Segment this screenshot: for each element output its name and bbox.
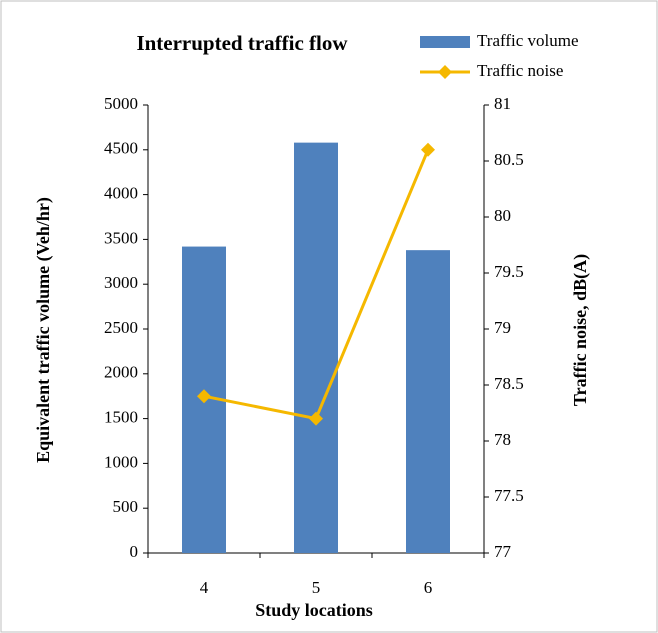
y2-tick-label: 77.5: [494, 486, 524, 505]
legend-marker: [438, 65, 452, 79]
y2-tick-label: 80: [494, 206, 511, 225]
y2-tick-label: 79.5: [494, 262, 524, 281]
y-tick-label: 3500: [104, 228, 138, 247]
y-tick-label: 1500: [104, 408, 138, 427]
y-tick-label: 500: [113, 497, 139, 516]
y-tick-label: 1000: [104, 452, 138, 471]
bar: [294, 142, 338, 553]
bar: [406, 250, 450, 554]
y2-tick-label: 77: [494, 542, 512, 561]
y-tick-label: 3000: [104, 273, 138, 292]
y2-tick-label: 78: [494, 430, 511, 449]
legend-label: Traffic volume: [477, 31, 579, 50]
y-tick-label: 5000: [104, 94, 138, 113]
y-tick-label: 4000: [104, 184, 138, 203]
marker: [421, 142, 435, 157]
y2-tick-label: 80.5: [494, 150, 524, 169]
y2-axis-label: Traffic noise, dB(A): [570, 254, 591, 406]
x-tick-label: 5: [312, 578, 321, 597]
x-axis-label: Study locations: [255, 600, 373, 620]
y-tick-label: 2000: [104, 363, 138, 382]
legend-swatch: [420, 36, 470, 48]
marker: [309, 411, 323, 426]
y-tick-label: 4500: [104, 139, 138, 158]
x-tick-label: 6: [424, 578, 433, 597]
chart-title: Interrupted traffic flow: [136, 31, 348, 55]
legend-label: Traffic noise: [477, 61, 563, 80]
y-axis-label: Equivalent traffic volume (Veh/hr): [33, 197, 54, 463]
x-tick-label: 4: [200, 578, 209, 597]
y2-tick-label: 81: [494, 94, 511, 113]
marker: [197, 389, 211, 404]
y-tick-label: 2500: [104, 318, 138, 337]
y2-tick-label: 79: [494, 318, 511, 337]
y-tick-label: 0: [130, 542, 139, 561]
y2-tick-label: 78.5: [494, 374, 524, 393]
